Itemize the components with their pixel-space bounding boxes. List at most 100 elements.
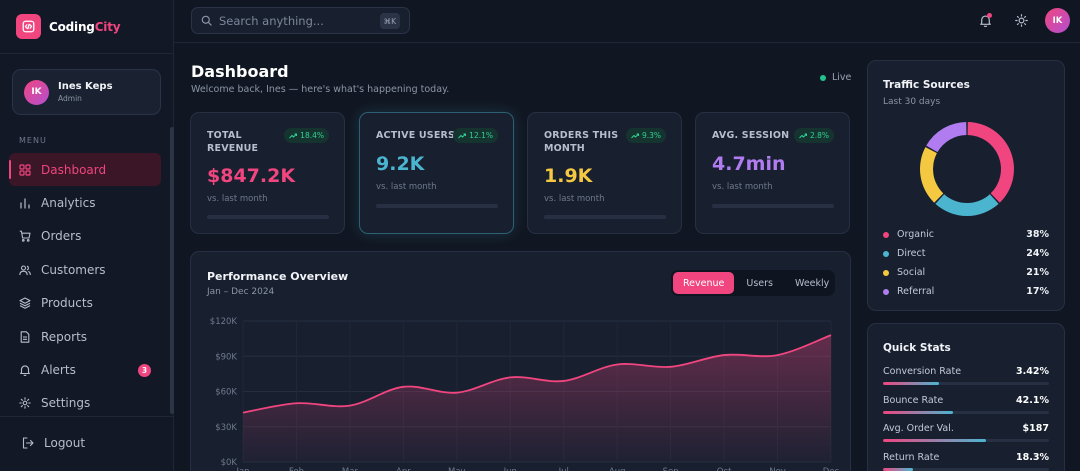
x-tick-label: Jan <box>235 467 249 471</box>
revenue-area <box>243 335 831 462</box>
kpi-card-users[interactable]: ACTIVE USERS 12.1% 9.2K vs. last month <box>359 112 514 234</box>
stat-progress-track <box>883 411 1049 414</box>
kpi-card-orders[interactable]: ORDERS THIS MONTH 9.3% 1.9K vs. last mon… <box>527 112 682 234</box>
quick-stats-title: Quick Stats <box>883 342 951 354</box>
delta-badge: 2.8% <box>793 128 834 143</box>
legend-swatch <box>883 231 889 238</box>
kpi-card-revenue[interactable]: TOTAL REVENUE 18.4% $847.2K vs. last mon… <box>190 112 345 234</box>
shortcut-hint: ⌘K <box>379 13 400 29</box>
search-icon <box>201 11 212 30</box>
live-dot <box>820 74 826 81</box>
notification-dot <box>987 13 992 18</box>
user-card[interactable]: IK Ines Keps Admin <box>12 69 161 115</box>
logout-label: Logout <box>44 436 86 450</box>
sidebar-scrollbar[interactable] <box>170 127 174 414</box>
y-tick-label: $90K <box>215 352 237 362</box>
sidebar-item-label: Analytics <box>41 196 96 211</box>
performance-card: $0K $30K $60K $90K $120K Jan Feb Mar Apr May Jun Ju… <box>190 251 851 471</box>
quick-stat-bounce: Bounce Rate 42.1% <box>883 395 1049 414</box>
quick-stat-return: Return Rate 18.3% <box>883 452 1049 471</box>
y-tick-label: $0K <box>221 458 238 468</box>
sidebar-item-analytics[interactable]: Analytics <box>9 186 161 219</box>
metric-tabs: Revenue Users Weekly <box>671 270 835 296</box>
donut-slice-referral <box>926 122 967 153</box>
stat-progress-track <box>883 439 1049 442</box>
legend-swatch <box>883 250 889 257</box>
kpi-progress-track <box>544 215 666 219</box>
kpi-card-session[interactable]: AVG. SESSION 2.8% 4.7min vs. last month <box>695 112 850 234</box>
sidebar: CodingCity IK Ines Keps Admin MENU Dashb… <box>0 0 174 471</box>
sidebar-item-customers[interactable]: Customers <box>9 253 161 286</box>
donut-slice-direct <box>935 194 999 216</box>
kpi-note: vs. last month <box>376 182 437 192</box>
kpi-label: TOTAL REVENUE <box>207 130 259 154</box>
sidebar-item-label: Orders <box>41 229 82 244</box>
theme-toggle-button[interactable] <box>1010 10 1032 32</box>
bell-icon <box>19 364 31 377</box>
menu-label: MENU <box>19 136 47 145</box>
legend-swatch <box>883 288 889 295</box>
divider <box>0 416 173 417</box>
delta-badge: 18.4% <box>284 128 329 143</box>
legend-item-direct: Direct 24% <box>883 244 1049 263</box>
kpi-value: 9.2K <box>376 153 425 175</box>
document-icon <box>19 330 31 343</box>
layers-icon <box>19 297 31 309</box>
cart-icon <box>19 230 31 243</box>
kpi-value: 1.9K <box>544 165 593 187</box>
kpi-note: vs. last month <box>544 194 605 204</box>
kpi-label: ACTIVE USERS <box>376 130 456 141</box>
tab-weekly[interactable]: Weekly <box>794 277 830 289</box>
kpi-progress-track <box>712 204 834 208</box>
performance-subtitle: Jan – Dec 2024 <box>207 287 275 297</box>
users-icon <box>19 264 31 276</box>
sidebar-item-dashboard[interactable]: Dashboard <box>9 153 161 187</box>
live-label: Live <box>832 72 852 83</box>
traffic-sources-card: Traffic Sources Last 30 days Organic 38%… <box>867 60 1065 311</box>
search-box[interactable]: ⌘K <box>191 7 410 34</box>
sidebar-item-label: Products <box>41 296 93 311</box>
sidebar-item-label: Customers <box>41 262 106 277</box>
trend-up-icon <box>289 133 298 138</box>
x-tick-label: Apr <box>396 467 411 471</box>
x-tick-label: Feb <box>289 467 304 471</box>
notifications-button[interactable] <box>974 10 996 32</box>
kpi-progress-track <box>376 204 498 208</box>
y-tick-label: $30K <box>215 423 237 433</box>
x-tick-label: Aug <box>609 467 626 471</box>
x-tick-label: Nov <box>769 467 786 471</box>
tab-users[interactable]: Users <box>746 277 773 289</box>
trend-up-icon <box>458 133 467 138</box>
stat-progress-fill <box>883 411 953 414</box>
stat-progress-fill <box>883 468 913 471</box>
brand[interactable]: CodingCity <box>16 14 121 39</box>
live-status: Live <box>820 72 851 83</box>
alerts-count-badge: 3 <box>138 363 151 377</box>
sidebar-item-products[interactable]: Products <box>9 287 161 320</box>
sidebar-item-settings[interactable]: Settings <box>9 387 161 420</box>
avatar[interactable]: IK <box>1045 8 1070 33</box>
logout-button[interactable]: Logout <box>22 436 85 450</box>
sun-icon <box>1014 12 1028 31</box>
user-role: Admin <box>58 94 82 103</box>
logout-icon <box>22 437 34 449</box>
divider <box>0 53 173 54</box>
legend-item-organic: Organic 38% <box>883 225 1049 244</box>
kpi-value: $847.2K <box>207 165 296 187</box>
user-name: Ines Keps <box>58 81 113 92</box>
x-tick-label: Oct <box>717 467 732 471</box>
search-input[interactable] <box>219 13 359 28</box>
stat-progress-fill <box>883 439 986 442</box>
delta-badge: 12.1% <box>453 128 498 143</box>
gear-icon <box>19 397 31 410</box>
y-tick-label: $120K <box>210 317 238 327</box>
traffic-subtitle: Last 30 days <box>883 97 941 107</box>
kpi-label: AVG. SESSION <box>712 130 790 141</box>
sidebar-item-orders[interactable]: Orders <box>9 220 161 253</box>
sidebar-item-alerts[interactable]: Alerts 3 <box>9 353 161 386</box>
tab-revenue[interactable]: Revenue <box>673 272 735 294</box>
trend-up-icon <box>631 133 639 138</box>
x-tick-label: Jul <box>558 467 569 471</box>
quick-stat-order-value: Avg. Order Val. $187 <box>883 423 1049 442</box>
sidebar-item-reports[interactable]: Reports <box>9 320 161 353</box>
